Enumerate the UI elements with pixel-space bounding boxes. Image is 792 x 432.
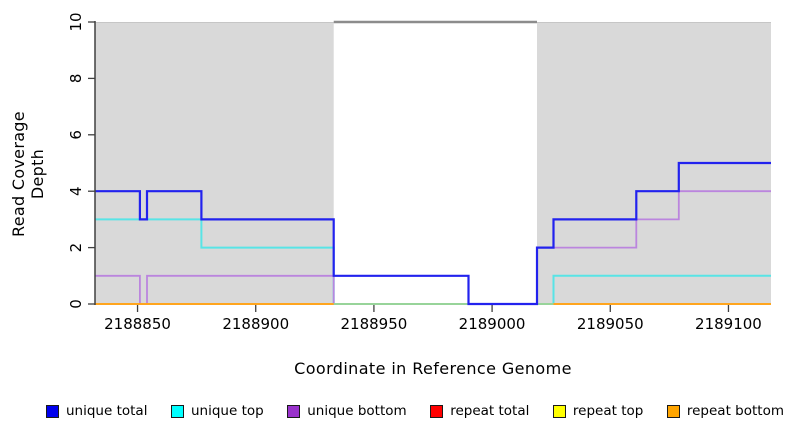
x-tick-label: 2188950 (341, 315, 408, 333)
legend-item-repeat-total: repeat total (430, 403, 529, 419)
y-tick-label: 4 (67, 186, 85, 196)
legend-swatch (46, 404, 59, 418)
legend-swatch (552, 404, 566, 418)
legend-swatch (666, 404, 680, 418)
y-axis-label: Read Coverage Depth (9, 111, 47, 237)
y-tick-label: 0 (67, 299, 85, 309)
legend-swatch (430, 404, 444, 418)
x-tick-label: 2189050 (577, 315, 644, 333)
x-axis-label: Coordinate in Reference Genome (294, 359, 572, 378)
y-tick-label: 6 (67, 130, 85, 140)
x-tick-label: 2188900 (222, 315, 289, 333)
legend-swatch (287, 404, 301, 418)
legend-item-repeat-top: repeat top (552, 403, 644, 419)
legend-item-unique-top: unique top (171, 403, 264, 419)
legend-swatch (171, 404, 184, 418)
legend-item-unique-bottom: unique bottom (287, 403, 407, 419)
legend: unique total unique top unique bottom repea… (46, 401, 784, 421)
series-line-unique-total (95, 161, 771, 306)
x-tick-label: 2189100 (695, 315, 762, 333)
y-tick-label: 2 (67, 243, 85, 253)
y-tick-label: 8 (67, 74, 85, 84)
legend-item-repeat-bottom: repeat bottom (666, 403, 784, 419)
legend-label: unique bottom (307, 403, 407, 419)
legend-label: repeat total (450, 403, 530, 419)
x-tick-label: 2188850 (104, 315, 171, 333)
x-tick-label: 2189000 (459, 315, 526, 333)
legend-label: repeat bottom (686, 403, 784, 419)
legend-label: repeat top (572, 403, 644, 419)
legend-item-unique-total: unique total (46, 403, 147, 419)
y-tick-label: 10 (67, 12, 85, 31)
legend-label: unique total (66, 403, 148, 419)
legend-label: unique top (191, 403, 264, 419)
shaded-region (95, 22, 334, 304)
